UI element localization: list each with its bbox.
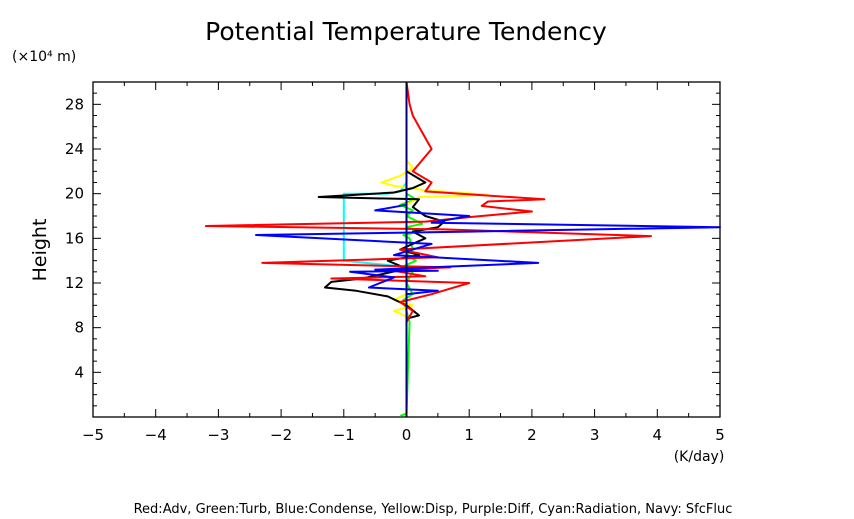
series-line-4 bbox=[204, 81, 652, 417]
x-tick-label: −4 bbox=[145, 426, 167, 444]
legend-text: Red:Adv, Green:Turb, Blue:Condense, Yell… bbox=[134, 502, 733, 517]
x-tick-label: −3 bbox=[207, 426, 229, 444]
y-axis-label: Height bbox=[29, 219, 51, 282]
x-tick-label: 5 bbox=[715, 426, 725, 444]
y-tick-label: 12 bbox=[65, 274, 84, 292]
series-line-0 bbox=[399, 82, 424, 417]
x-tick-label: 1 bbox=[464, 426, 474, 444]
y-axis-unit: (×10⁴ m) bbox=[12, 49, 76, 65]
x-tick-label: 3 bbox=[590, 426, 600, 444]
series-line-2 bbox=[380, 82, 489, 417]
series-line-5 bbox=[255, 82, 721, 417]
x-tick-label: 2 bbox=[527, 426, 537, 444]
y-tick-label: 16 bbox=[65, 229, 84, 247]
x-axis-label: (K/day) bbox=[674, 449, 725, 465]
x-tick-label: −5 bbox=[82, 426, 104, 444]
series-layer bbox=[204, 81, 721, 417]
y-tick-label: 28 bbox=[65, 95, 84, 113]
y-tick-label: 8 bbox=[74, 319, 84, 337]
x-tick-label: 4 bbox=[653, 426, 663, 444]
x-tick-label: −1 bbox=[333, 426, 355, 444]
series-line-3 bbox=[317, 82, 446, 417]
x-tick-label: −2 bbox=[270, 426, 292, 444]
y-tick-label: 4 bbox=[74, 363, 84, 381]
chart-title: Potential Temperature Tendency bbox=[205, 17, 607, 46]
series-line-1 bbox=[342, 82, 408, 417]
y-tick-label: 24 bbox=[65, 140, 84, 158]
y-tick-label: 20 bbox=[65, 185, 84, 203]
x-tick-label: 0 bbox=[402, 426, 412, 444]
